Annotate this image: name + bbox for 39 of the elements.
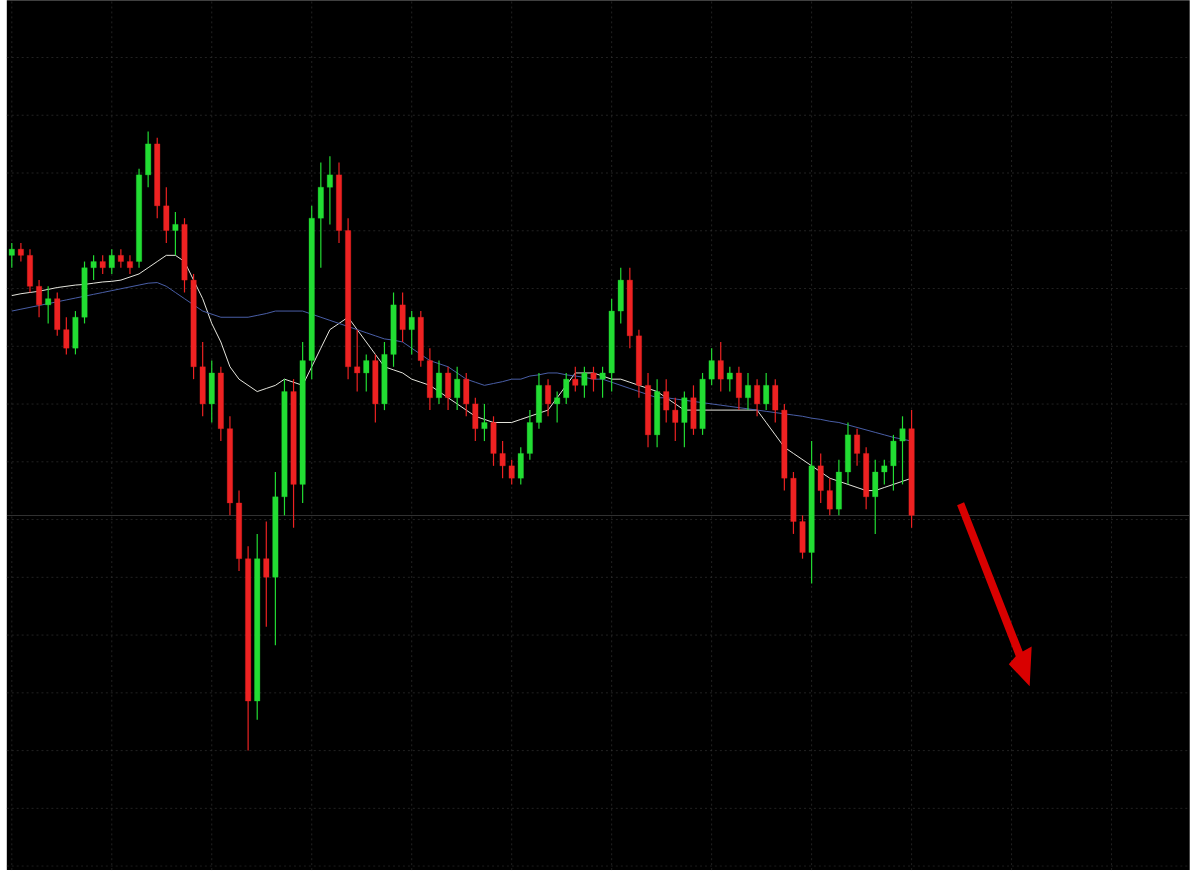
candlestick [127,254,133,275]
candlestick [99,254,106,275]
candlestick [354,329,361,393]
candlestick [717,341,724,393]
candlestick [8,242,15,269]
candlestick [826,477,833,517]
candlestick [363,353,370,393]
candlestick [554,391,561,424]
candlestick [18,242,24,263]
candlestick [454,366,461,411]
candlestick [745,372,751,411]
candlestick [590,366,597,393]
candlestick [90,254,97,281]
candlestick [263,521,270,628]
candlestick [481,403,488,442]
candlestick [45,285,52,325]
candlestick [881,459,888,486]
candlestick [108,248,115,275]
candlestick [118,248,124,269]
candlestick [499,440,506,479]
candlestick [899,415,906,486]
candlestick [508,459,515,486]
candlestick [663,378,670,424]
candlestick [763,372,770,411]
candlestick [581,366,588,399]
candlestick [545,378,551,417]
candlestick [172,211,179,256]
candlestick [408,310,415,356]
candlestick [63,316,70,356]
candlestick [36,279,42,318]
candlestick [327,155,333,226]
candlestick [726,366,733,393]
candlestick [672,397,679,442]
candlestick [599,366,606,399]
candlestick [563,372,570,405]
candlestick [754,378,760,417]
candlestick [854,428,860,467]
candlestick [708,347,715,387]
candlestick [572,366,579,393]
